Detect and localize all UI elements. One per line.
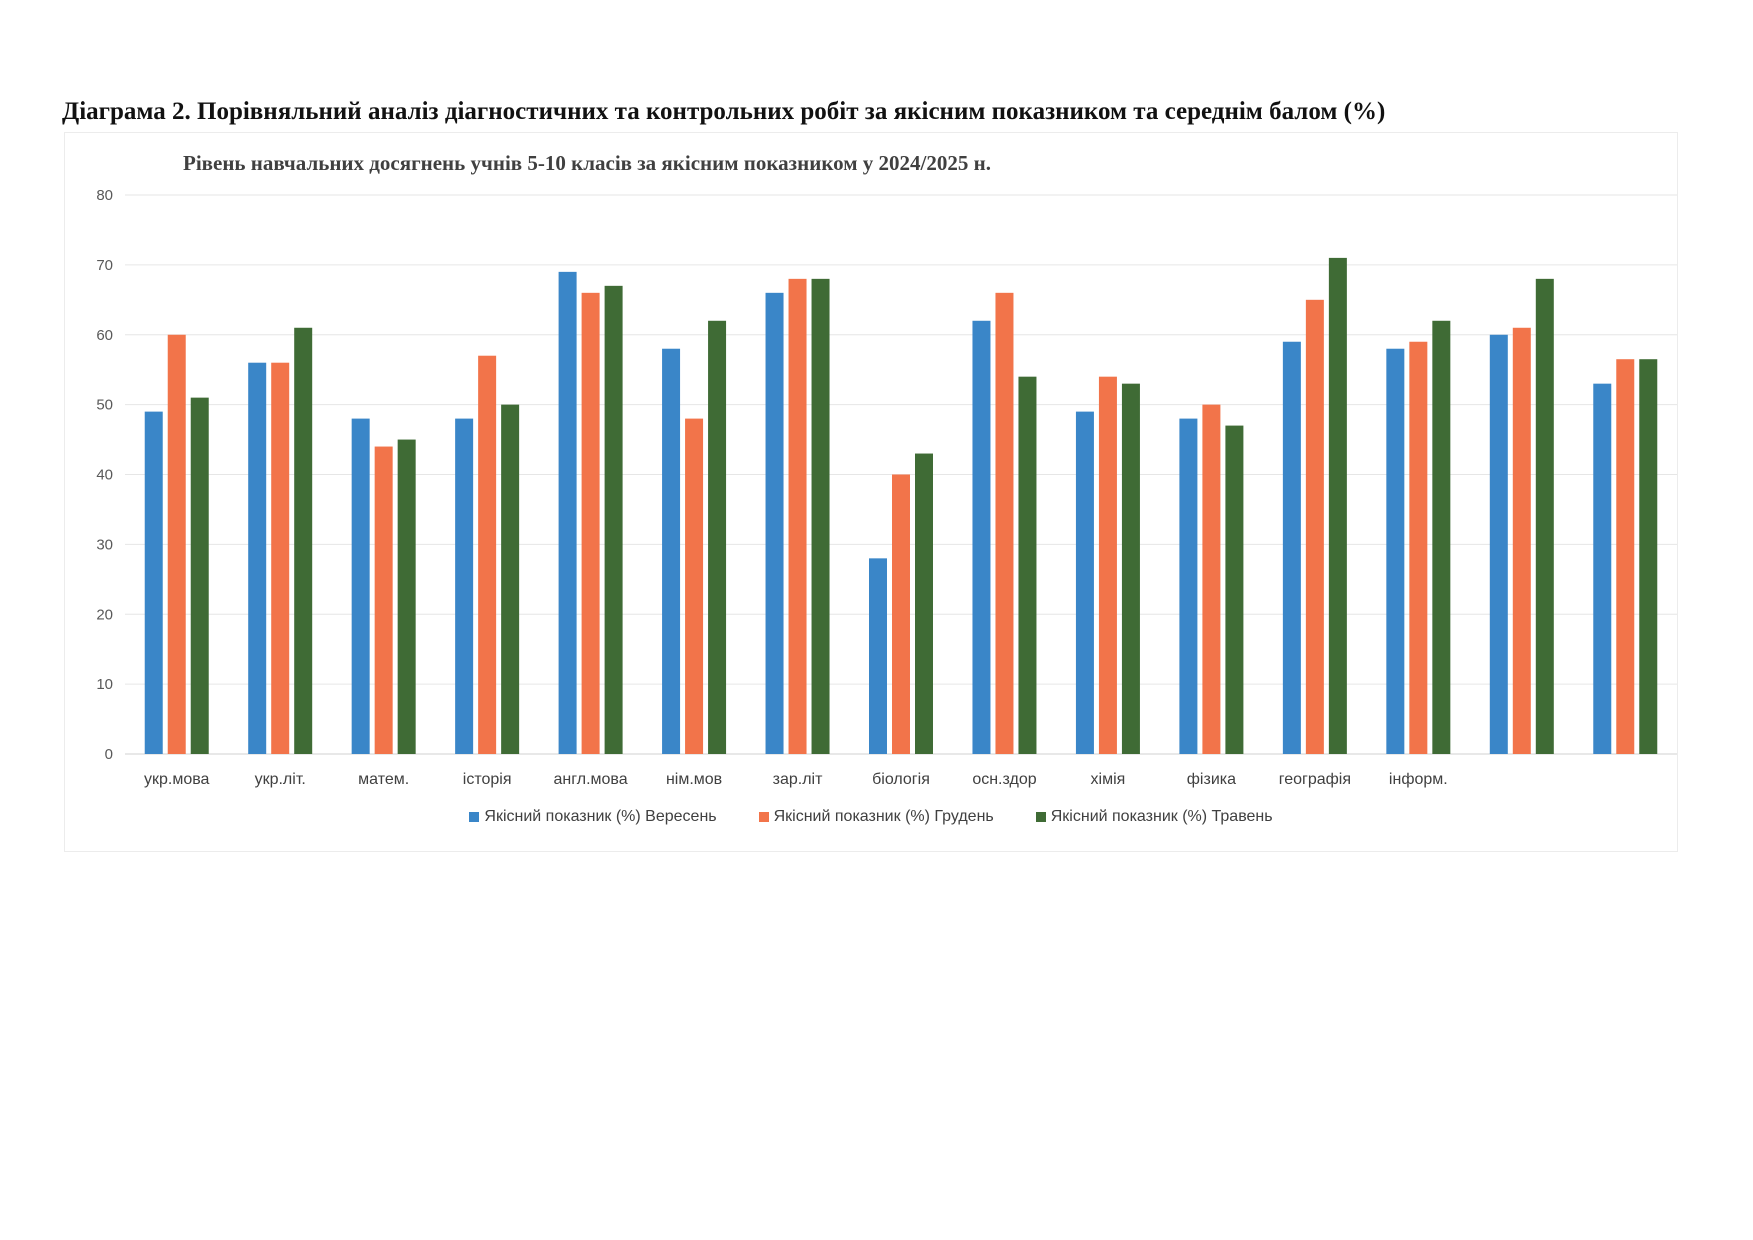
category-label: географія	[1279, 771, 1351, 788]
bar-1-9	[972, 321, 990, 754]
category-label: зар.літ	[773, 771, 823, 788]
category-label: історія	[463, 771, 512, 788]
bar-2-13	[1409, 342, 1427, 754]
bar-3-11	[1225, 426, 1243, 754]
y-tick-label: 30	[96, 536, 113, 553]
y-tick-label: 70	[96, 257, 113, 274]
bar-chart: 0 10 20 30 40 50 60 70 80 укр.мова укр.літ. матем.…	[65, 133, 1677, 851]
bar-1-5	[559, 272, 577, 754]
bar-1-1	[145, 412, 163, 754]
category-label: нім.мов	[666, 771, 722, 788]
bar-2-8	[892, 475, 910, 755]
legend-label: Якісний показник (%) Вересень	[484, 808, 716, 826]
bar-1-11	[1179, 419, 1197, 754]
legend-swatch	[1036, 812, 1046, 822]
bar-3-7	[812, 279, 830, 754]
bar-3-5	[605, 286, 623, 754]
bar-3-13	[1432, 321, 1450, 754]
legend-item: Якісний показник (%) Грудень	[759, 808, 994, 826]
bar-1-15	[1593, 384, 1611, 754]
category-label: матем.	[358, 771, 409, 788]
bar-1-10	[1076, 412, 1094, 754]
bar-3-14	[1536, 279, 1554, 754]
bar-2-7	[789, 279, 807, 754]
category-label: англ.мова	[554, 771, 628, 788]
bar-3-15	[1639, 359, 1657, 754]
bars	[145, 258, 1658, 754]
bar-3-1	[191, 398, 209, 754]
bar-1-7	[766, 293, 784, 754]
legend-label: Якісний показник (%) Грудень	[774, 808, 994, 826]
bar-2-9	[995, 293, 1013, 754]
legend-swatch	[469, 812, 479, 822]
chart-frame: Рівень навчальних досягнень учнів 5-10 к…	[64, 132, 1678, 852]
legend-swatch	[759, 812, 769, 822]
bar-1-12	[1283, 342, 1301, 754]
bar-2-10	[1099, 377, 1117, 754]
y-tick-label: 0	[105, 746, 113, 763]
y-tick-label: 20	[96, 606, 113, 623]
bar-2-2	[271, 363, 289, 754]
bar-1-2	[248, 363, 266, 754]
bar-1-13	[1386, 349, 1404, 754]
bar-2-5	[582, 293, 600, 754]
bar-2-4	[478, 356, 496, 754]
bar-2-12	[1306, 300, 1324, 754]
bar-2-14	[1513, 328, 1531, 754]
bar-2-6	[685, 419, 703, 754]
category-label: укр.літ.	[255, 771, 306, 788]
category-label: інформ.	[1389, 771, 1448, 788]
bar-3-8	[915, 454, 933, 754]
x-axis-category-labels: укр.мова укр.літ. матем. історія англ.мова ні…	[144, 771, 1448, 788]
y-tick-label: 50	[96, 397, 113, 414]
legend-item: Якісний показник (%) Вересень	[469, 808, 716, 826]
bar-1-14	[1490, 335, 1508, 754]
bar-1-6	[662, 349, 680, 754]
y-tick-label: 80	[96, 187, 113, 204]
legend-label: Якісний показник (%) Травень	[1051, 808, 1273, 826]
category-label: осн.здор	[972, 771, 1036, 788]
y-axis-tick-labels: 0 10 20 30 40 50 60 70 80	[96, 187, 113, 763]
page-heading: Діаграма 2. Порівняльний аналіз діагност…	[62, 98, 1385, 126]
bar-1-8	[869, 558, 887, 754]
category-label: фізика	[1187, 771, 1236, 788]
bar-1-4	[455, 419, 473, 754]
y-tick-label: 40	[96, 467, 113, 484]
category-label: укр.мова	[144, 771, 210, 788]
category-label: біологія	[872, 771, 930, 788]
bar-3-3	[398, 440, 416, 754]
bar-3-12	[1329, 258, 1347, 754]
bar-3-6	[708, 321, 726, 754]
y-tick-label: 10	[96, 676, 113, 693]
bar-1-3	[352, 419, 370, 754]
legend-item: Якісний показник (%) Травень	[1036, 808, 1273, 826]
legend: Якісний показник (%) Вересень Якісний пок…	[65, 808, 1677, 826]
bar-3-9	[1018, 377, 1036, 754]
bar-2-3	[375, 447, 393, 754]
bar-2-11	[1202, 405, 1220, 754]
bar-3-2	[294, 328, 312, 754]
bar-2-1	[168, 335, 186, 754]
bar-3-10	[1122, 384, 1140, 754]
bar-3-4	[501, 405, 519, 754]
bar-2-15	[1616, 359, 1634, 754]
category-label: хімія	[1091, 771, 1126, 788]
y-tick-label: 60	[96, 327, 113, 344]
